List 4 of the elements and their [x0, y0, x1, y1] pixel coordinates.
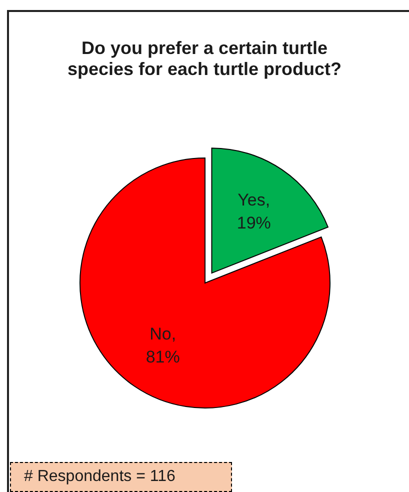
text: # Respondents = 116 [24, 467, 176, 487]
chart-title: Do you prefer a certain turtle species for each turtle product? [66, 38, 343, 80]
data-label: Yes, 19% [236, 190, 271, 233]
data-label: No, 81% [146, 324, 180, 367]
